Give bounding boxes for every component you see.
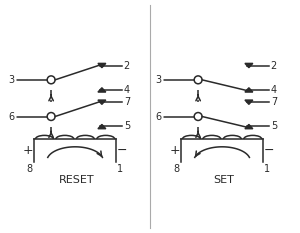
Text: 2: 2 (124, 61, 130, 71)
Text: 5: 5 (271, 121, 277, 131)
Polygon shape (98, 63, 106, 68)
Polygon shape (98, 100, 106, 104)
Polygon shape (98, 124, 106, 129)
Text: 8: 8 (174, 164, 180, 174)
Text: 4: 4 (124, 85, 130, 95)
Text: +: + (22, 144, 33, 157)
Text: 3: 3 (8, 75, 14, 85)
Text: −: − (117, 144, 128, 157)
Text: 6: 6 (155, 112, 161, 121)
Polygon shape (245, 124, 253, 129)
Polygon shape (245, 63, 253, 68)
Text: +: + (169, 144, 180, 157)
Text: 4: 4 (271, 85, 277, 95)
Text: 8: 8 (27, 164, 33, 174)
Polygon shape (245, 88, 253, 92)
Text: RESET: RESET (59, 175, 94, 185)
Text: 7: 7 (124, 97, 130, 107)
Text: 1: 1 (264, 164, 271, 174)
Text: 6: 6 (8, 112, 14, 121)
Text: 3: 3 (155, 75, 161, 85)
Text: 5: 5 (124, 121, 130, 131)
Polygon shape (245, 100, 253, 104)
Polygon shape (98, 88, 106, 92)
Text: −: − (264, 144, 274, 157)
Text: 1: 1 (117, 164, 124, 174)
Text: 2: 2 (271, 61, 277, 71)
Text: SET: SET (213, 175, 234, 185)
Text: 7: 7 (271, 97, 277, 107)
